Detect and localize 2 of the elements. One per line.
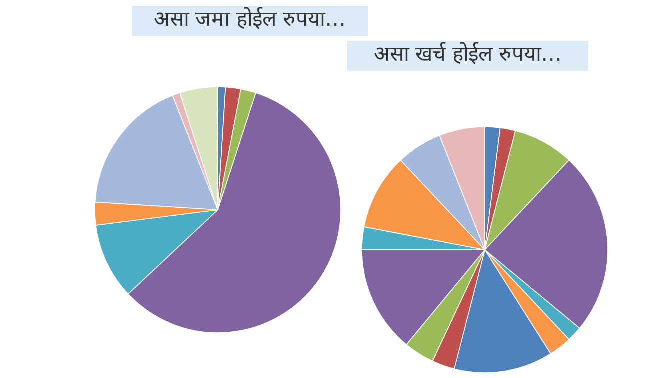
chart-title: असा जमा होईल रुपया… xyxy=(154,7,346,31)
chart-title: असा खर्च होईल रुपया… xyxy=(374,42,562,66)
